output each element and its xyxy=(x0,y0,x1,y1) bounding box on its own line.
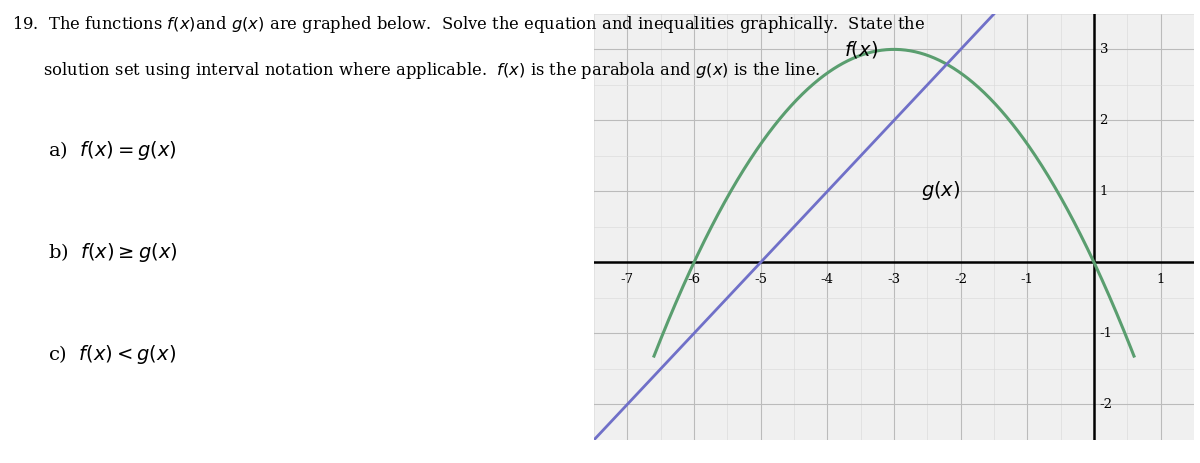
Text: solution set using interval notation where applicable.  $f(x)$ is the parabola a: solution set using interval notation whe… xyxy=(12,60,821,81)
Text: 3: 3 xyxy=(1099,43,1108,56)
Text: -1: -1 xyxy=(1099,327,1112,340)
Text: b)  $f(x) \geq g(x)$: b) $f(x) \geq g(x)$ xyxy=(48,241,178,264)
Text: -2: -2 xyxy=(1099,398,1112,411)
Text: $g(x)$: $g(x)$ xyxy=(920,179,960,202)
Text: 19.  The functions $f(x)$and $g(x)$ are graphed below.  Solve the equation and i: 19. The functions $f(x)$and $g(x)$ are g… xyxy=(12,14,925,35)
Text: c)  $f(x) < g(x)$: c) $f(x) < g(x)$ xyxy=(48,343,176,366)
Text: -4: -4 xyxy=(821,274,834,287)
Text: -1: -1 xyxy=(1021,274,1034,287)
Text: a)  $f(x) = g(x)$: a) $f(x) = g(x)$ xyxy=(48,139,176,162)
Text: $f(x)$: $f(x)$ xyxy=(844,39,877,60)
Text: -6: -6 xyxy=(688,274,701,287)
Text: 2: 2 xyxy=(1099,114,1108,127)
Text: -3: -3 xyxy=(888,274,900,287)
Text: 1: 1 xyxy=(1099,185,1108,198)
Text: -2: -2 xyxy=(954,274,967,287)
Text: -7: -7 xyxy=(620,274,634,287)
Text: -5: -5 xyxy=(754,274,767,287)
Text: 1: 1 xyxy=(1157,274,1165,287)
